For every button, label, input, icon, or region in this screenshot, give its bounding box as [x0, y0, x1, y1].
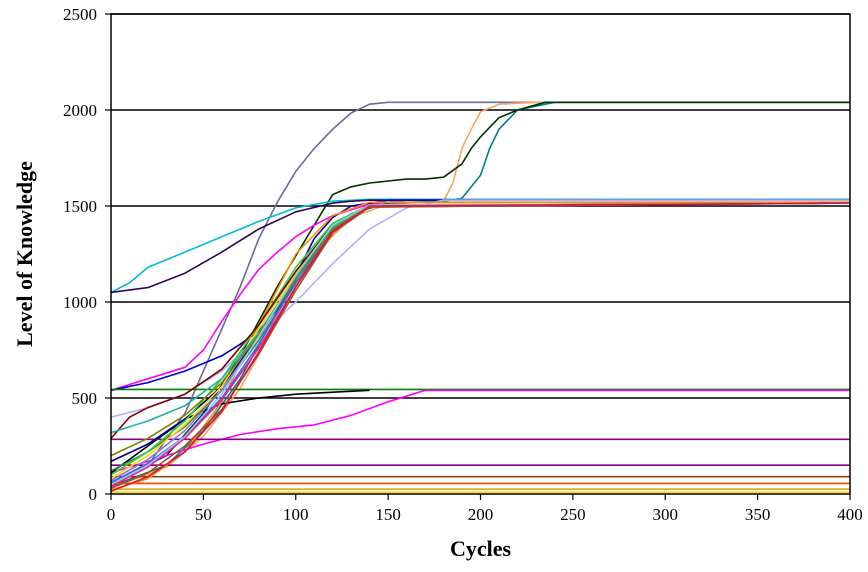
tick-labels: 0 50 100 150 200 250 300 350 400 0 500 1000 1500 2000… [63, 5, 863, 524]
plot-border [110, 13, 851, 495]
series-line [110, 199, 850, 392]
y-tick-label: 0 [89, 485, 98, 504]
series-line [110, 202, 851, 463]
y-axis-title: Level of Knowledge [12, 161, 37, 347]
series-line [110, 202, 851, 484]
y-tick-label: 1000 [63, 293, 97, 312]
y-tick-label: 1500 [63, 197, 97, 216]
y-tick-label: 2500 [63, 5, 97, 24]
series-line [110, 389, 370, 474]
x-tick-label: 0 [107, 505, 116, 524]
x-tick-label: 150 [375, 505, 401, 524]
series-line [110, 199, 850, 294]
series-line [110, 389, 850, 474]
x-tick-label: 300 [653, 505, 679, 524]
x-tick-label: 100 [283, 505, 309, 524]
x-tick-label: 250 [560, 505, 586, 524]
series-line [110, 202, 851, 489]
series-line [110, 101, 850, 489]
axes [105, 13, 851, 500]
series-line [110, 202, 851, 492]
series-line [110, 199, 850, 392]
y-tick-label: 500 [72, 389, 98, 408]
x-axis-title: Cycles [450, 536, 512, 561]
series-line [110, 202, 851, 488]
y-tick-label: 2000 [63, 101, 97, 120]
x-tick-label: 50 [195, 505, 212, 524]
series-line [110, 202, 851, 480]
series-line [110, 202, 851, 476]
data-series [110, 101, 851, 493]
x-tick-label: 200 [468, 505, 494, 524]
series-line [110, 198, 850, 294]
x-tick-label: 400 [837, 505, 863, 524]
series-line [110, 101, 850, 484]
series-line [110, 101, 850, 488]
series-line [110, 202, 851, 486]
series-line [110, 202, 851, 472]
x-tick-label: 350 [745, 505, 771, 524]
series-line [110, 201, 850, 491]
series-line [110, 101, 850, 485]
